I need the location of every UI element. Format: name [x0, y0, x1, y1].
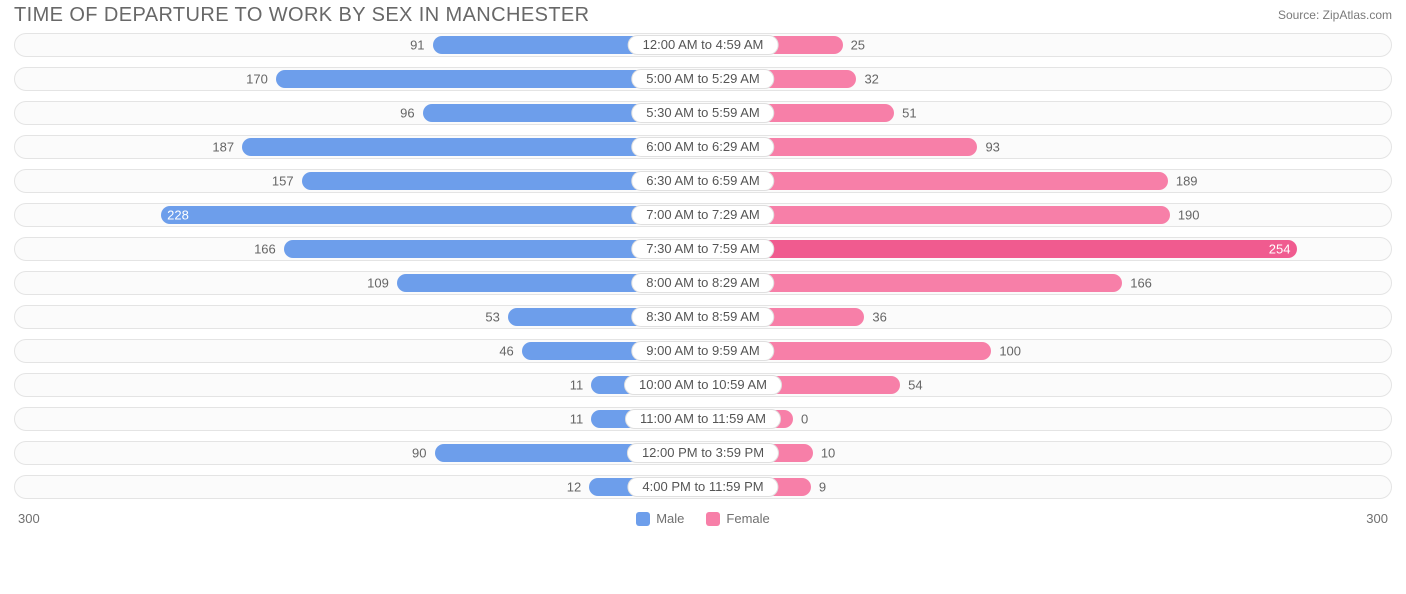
chart-row: 11:00 AM to 11:59 AM 11 0: [14, 407, 1392, 431]
female-value: 93: [985, 140, 999, 155]
female-value: 51: [902, 106, 916, 121]
male-value: 91: [410, 38, 424, 53]
female-value: 190: [1178, 208, 1200, 223]
chart-row: 12:00 AM to 4:59 AM 91 25: [14, 33, 1392, 57]
male-value: 53: [485, 310, 499, 325]
chart-row: 7:00 AM to 7:29 AM 228 190: [14, 203, 1392, 227]
chart-row: 5:00 AM to 5:29 AM 170 32: [14, 67, 1392, 91]
female-value: 9: [819, 480, 826, 495]
chart-row: 5:30 AM to 5:59 AM 96 51: [14, 101, 1392, 125]
row-time-label: 5:00 AM to 5:29 AM: [631, 69, 774, 89]
row-time-label: 4:00 PM to 11:59 PM: [627, 477, 778, 497]
female-value: 36: [872, 310, 886, 325]
chart-row: 9:00 AM to 9:59 AM 46 100: [14, 339, 1392, 363]
row-time-label: 10:00 AM to 10:59 AM: [624, 375, 782, 395]
male-value: 109: [367, 276, 389, 291]
male-swatch-icon: [636, 512, 650, 526]
legend-item-female: Female: [706, 511, 769, 526]
legend-item-male: Male: [636, 511, 684, 526]
chart-row: 8:30 AM to 8:59 AM 53 36: [14, 305, 1392, 329]
chart-row: 7:30 AM to 7:59 AM 166 254: [14, 237, 1392, 261]
male-value: 228: [167, 208, 189, 223]
female-value: 10: [821, 446, 835, 461]
row-time-label: 11:00 AM to 11:59 AM: [625, 409, 781, 429]
row-time-label: 7:30 AM to 7:59 AM: [631, 239, 774, 259]
male-value: 157: [272, 174, 294, 189]
row-time-label: 8:00 AM to 8:29 AM: [631, 273, 774, 293]
chart-row: 10:00 AM to 10:59 AM 11 54: [14, 373, 1392, 397]
male-value: 90: [412, 446, 426, 461]
axis-left-max: 300: [18, 511, 40, 526]
row-time-label: 12:00 PM to 3:59 PM: [627, 443, 779, 463]
male-value: 96: [400, 106, 414, 121]
chart-title: TIME OF DEPARTURE TO WORK BY SEX IN MANC…: [14, 4, 590, 27]
chart-footer: 300 Male Female 300: [8, 509, 1398, 526]
legend-female-label: Female: [726, 511, 769, 526]
male-value: 11: [570, 378, 584, 393]
female-value: 166: [1130, 276, 1152, 291]
chart-row: 8:00 AM to 8:29 AM 109 166: [14, 271, 1392, 295]
chart-row: 4:00 PM to 11:59 PM 12 9: [14, 475, 1392, 499]
chart-row: 6:00 AM to 6:29 AM 187 93: [14, 135, 1392, 159]
female-value: 32: [864, 72, 878, 87]
male-value: 170: [246, 72, 268, 87]
male-value: 166: [254, 242, 276, 257]
male-value: 187: [212, 140, 234, 155]
row-time-label: 9:00 AM to 9:59 AM: [631, 341, 774, 361]
male-value: 12: [567, 480, 581, 495]
row-time-label: 6:00 AM to 6:29 AM: [631, 137, 774, 157]
row-time-label: 12:00 AM to 4:59 AM: [628, 35, 779, 55]
female-value: 0: [801, 412, 808, 427]
axis-right-max: 300: [1366, 511, 1388, 526]
chart-area: 12:00 AM to 4:59 AM 91 25 5:00 AM to 5:29 A…: [8, 33, 1398, 499]
chart-row: 12:00 PM to 3:59 PM 90 10: [14, 441, 1392, 465]
chart-container: TIME OF DEPARTURE TO WORK BY SEX IN MANC…: [0, 0, 1406, 534]
row-time-label: 5:30 AM to 5:59 AM: [631, 103, 774, 123]
chart-row: 6:30 AM to 6:59 AM 157 189: [14, 169, 1392, 193]
male-value: 11: [570, 412, 584, 427]
female-value: 100: [999, 344, 1021, 359]
male-value: 46: [499, 344, 513, 359]
legend: Male Female: [636, 511, 770, 526]
row-time-label: 8:30 AM to 8:59 AM: [631, 307, 774, 327]
female-value: 254: [1269, 242, 1291, 257]
male-bar: [161, 206, 703, 224]
female-value: 54: [908, 378, 922, 393]
row-time-label: 6:30 AM to 6:59 AM: [631, 171, 774, 191]
female-value: 25: [851, 38, 865, 53]
header: TIME OF DEPARTURE TO WORK BY SEX IN MANC…: [8, 4, 1398, 33]
female-bar: [703, 240, 1297, 258]
source-attribution: Source: ZipAtlas.com: [1278, 4, 1392, 22]
row-time-label: 7:00 AM to 7:29 AM: [631, 205, 774, 225]
female-swatch-icon: [706, 512, 720, 526]
legend-male-label: Male: [656, 511, 684, 526]
female-value: 189: [1176, 174, 1198, 189]
